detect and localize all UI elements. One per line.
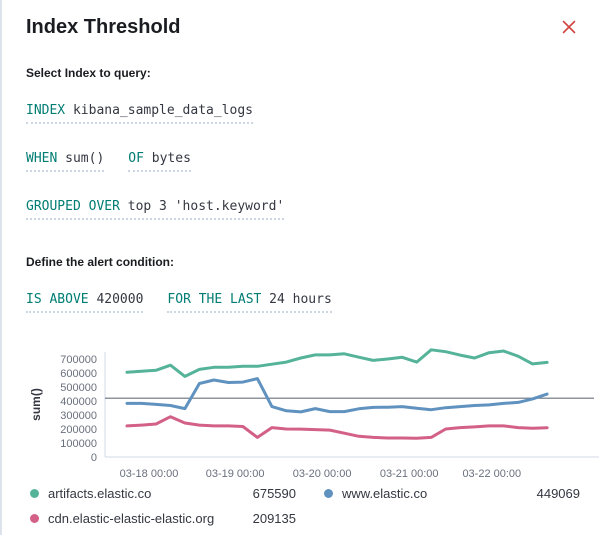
expression-keyword: INDEX [26, 103, 66, 118]
condition-expression-row: IS ABOVE 420000 FOR THE LAST 24 hours [26, 290, 578, 313]
legend-item-value: 209135 [252, 511, 296, 526]
query-section-label: Select Index to query: [26, 66, 151, 80]
preview-chart-svg: 0 100000 200000 300000 400000 500000 600000 700… [29, 348, 599, 480]
legend-item-artifacts[interactable]: artifacts.elastic.co 675590 [30, 486, 296, 501]
svg-text:400000: 400000 [60, 396, 97, 408]
expression-keyword: OF [128, 151, 144, 166]
svg-text:03-21 00:00: 03-21 00:00 [380, 468, 439, 480]
svg-text:0: 0 [91, 452, 97, 464]
expression-keyword: WHEN [26, 151, 58, 166]
of-expression[interactable]: OF bytes [128, 151, 191, 172]
aggregation-expression-row: WHEN sum() OF bytes [26, 149, 578, 172]
legend-item-value: 449069 [536, 486, 580, 501]
svg-text:03-18 00:00: 03-18 00:00 [120, 468, 179, 480]
legend-dot-icon [30, 489, 39, 498]
legend-item-value: 675590 [252, 486, 296, 501]
svg-text:03-19 00:00: 03-19 00:00 [206, 468, 265, 480]
close-button[interactable] [560, 18, 578, 36]
svg-text:200000: 200000 [60, 424, 97, 436]
svg-text:500000: 500000 [60, 382, 97, 394]
index-expression-row: INDEX kibana_sample_data_logs [26, 101, 578, 124]
legend-item-label: cdn.elastic-elastic-elastic.org [48, 511, 215, 526]
expression-value: 24 hours [269, 292, 332, 307]
svg-text:03-20 00:00: 03-20 00:00 [293, 468, 352, 480]
threshold-preview-chart: 0 100000 200000 300000 400000 500000 600000 700… [26, 346, 599, 480]
threshold-expression[interactable]: IS ABOVE 420000 [26, 292, 144, 313]
expression-value: 420000 [96, 292, 144, 307]
svg-text:sum(): sum() [29, 388, 43, 421]
legend-dot-icon [30, 514, 39, 523]
legend-dot-icon [324, 489, 333, 498]
legend-item-label: artifacts.elastic.co [48, 486, 152, 501]
expression-keyword: GROUPED OVER [26, 199, 120, 214]
group-expression-row: GROUPED OVER top 3 'host.keyword' [26, 197, 578, 220]
svg-text:100000: 100000 [60, 438, 97, 450]
time-window-expression[interactable]: FOR THE LAST 24 hours [167, 292, 332, 313]
expression-keyword: IS ABOVE [26, 292, 89, 307]
legend-item-www[interactable]: www.elastic.co 449069 [324, 486, 580, 501]
expression-value: kibana_sample_data_logs [72, 103, 253, 118]
svg-text:700000: 700000 [60, 354, 97, 366]
chart-legend: artifacts.elastic.co 675590 www.elastic.… [30, 486, 580, 526]
expression-keyword: FOR THE LAST [167, 292, 262, 307]
svg-text:300000: 300000 [60, 410, 97, 422]
expression-value: bytes [151, 151, 191, 166]
when-expression[interactable]: WHEN sum() [26, 151, 105, 172]
svg-text:03-22 00:00: 03-22 00:00 [462, 468, 521, 480]
close-icon [562, 20, 576, 34]
expression-value: sum() [65, 151, 105, 166]
expression-value: top 3 'host.keyword' [127, 199, 285, 214]
flyout-title: Index Threshold [26, 16, 181, 38]
legend-item-cdn[interactable]: cdn.elastic-elastic-elastic.org 209135 [30, 511, 296, 526]
flyout-header: Index Threshold [26, 16, 578, 39]
svg-text:600000: 600000 [60, 368, 97, 380]
condition-section-label: Define the alert condition: [26, 255, 175, 269]
index-expression[interactable]: INDEX kibana_sample_data_logs [26, 103, 253, 124]
grouped-over-expression[interactable]: GROUPED OVER top 3 'host.keyword' [26, 199, 285, 220]
legend-item-label: www.elastic.co [342, 486, 428, 501]
